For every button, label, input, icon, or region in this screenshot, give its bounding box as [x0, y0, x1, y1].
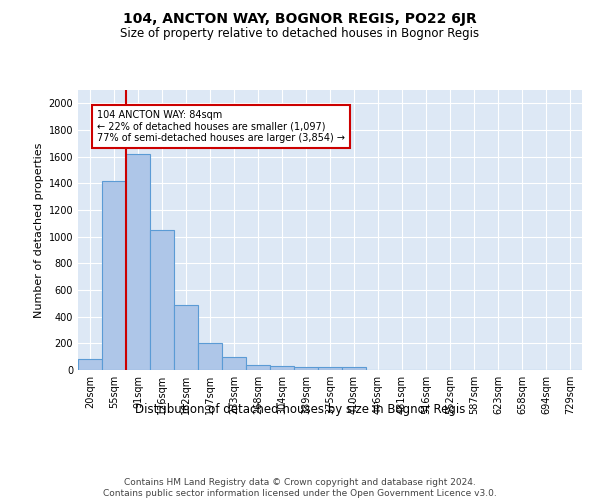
Text: 104, ANCTON WAY, BOGNOR REGIS, PO22 6JR: 104, ANCTON WAY, BOGNOR REGIS, PO22 6JR	[123, 12, 477, 26]
Bar	[270, 366, 294, 370]
Bar	[174, 304, 198, 370]
Bar	[246, 364, 270, 370]
Text: Contains HM Land Registry data © Crown copyright and database right 2024.
Contai: Contains HM Land Registry data © Crown c…	[103, 478, 497, 498]
Bar	[318, 368, 342, 370]
Y-axis label: Number of detached properties: Number of detached properties	[34, 142, 44, 318]
Bar	[102, 180, 126, 370]
Bar	[78, 358, 102, 370]
Bar	[150, 230, 174, 370]
Bar	[126, 154, 150, 370]
Bar	[198, 342, 222, 370]
Text: Size of property relative to detached houses in Bognor Regis: Size of property relative to detached ho…	[121, 28, 479, 40]
Text: Distribution of detached houses by size in Bognor Regis: Distribution of detached houses by size …	[135, 402, 465, 415]
Bar	[222, 356, 246, 370]
Text: 104 ANCTON WAY: 84sqm
← 22% of detached houses are smaller (1,097)
77% of semi-d: 104 ANCTON WAY: 84sqm ← 22% of detached …	[97, 110, 345, 143]
Bar	[294, 367, 318, 370]
Bar	[342, 368, 366, 370]
